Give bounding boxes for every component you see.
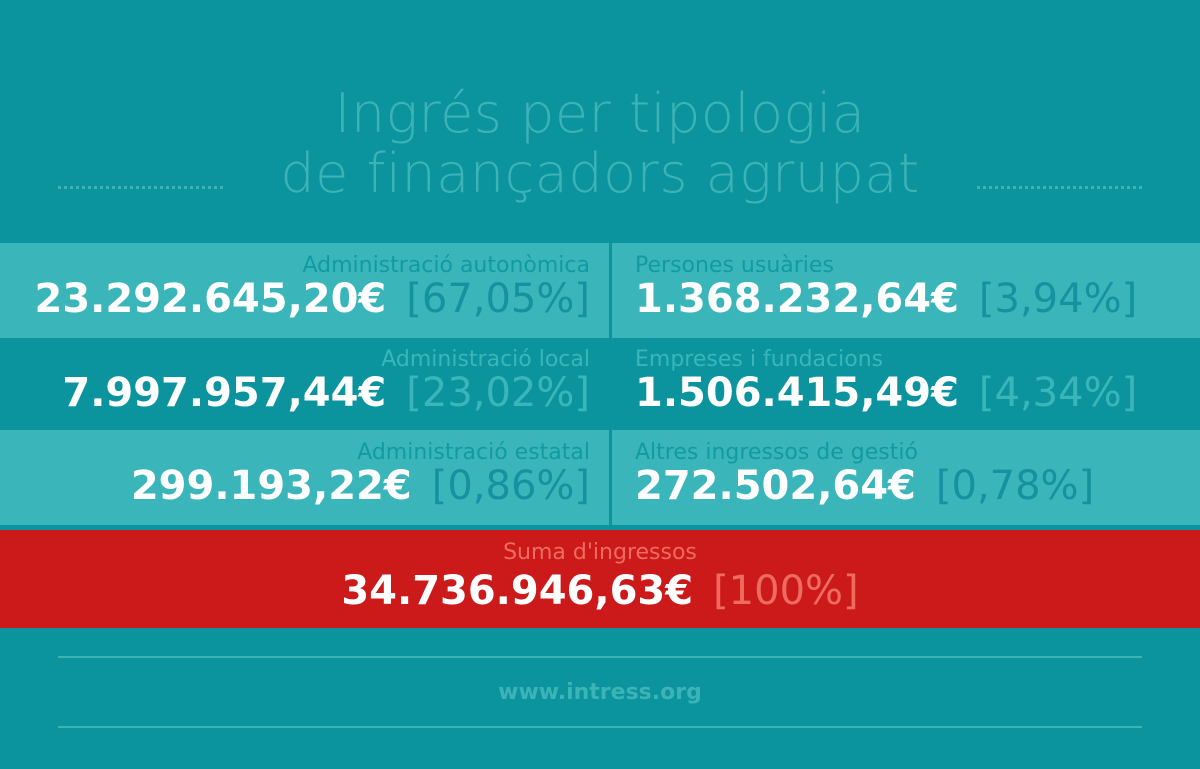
- amount: 272.502,64€: [635, 463, 916, 509]
- row-band: Administració local 7.997.957,44€ [23,02%]…: [0, 345, 1200, 428]
- cell-label: Empreses i fundacions: [635, 347, 884, 372]
- cell-label: Altres ingressos de gestió: [635, 440, 918, 465]
- cell-amount: 299.193,22€ [0,86%]: [30, 463, 590, 509]
- cell-amount: 1.506.415,49€ [4,34%]: [635, 370, 1195, 416]
- rule: [58, 726, 1142, 728]
- percent: [0,86%]: [431, 463, 590, 509]
- cell-amount: 23.292.645,20€ [67,05%]: [30, 276, 590, 322]
- cell-amount: 272.502,64€ [0,78%]: [635, 463, 1195, 509]
- percent: [4,34%]: [978, 370, 1138, 416]
- cell: Administració autonòmica 23.292.645,20€ [6…: [30, 253, 590, 322]
- total-band: Suma d'ingressos 34.736.946,63€ [100%]: [0, 530, 1200, 628]
- amount: 23.292.645,20€: [34, 276, 387, 322]
- cell-label: Administració local: [381, 347, 590, 372]
- cell: Altres ingressos de gestió 272.502,64€ [0,…: [635, 440, 1195, 509]
- cell-amount: 7.997.957,44€ [23,02%]: [30, 370, 590, 416]
- cell-label: Administració autonòmica: [302, 253, 590, 278]
- amount: 1.506.415,49€: [635, 370, 959, 416]
- dotted-rule: [977, 186, 1142, 189]
- percent: [100%]: [713, 568, 859, 614]
- cell: Persones usuàries 1.368.232,64€ [3,94%]: [635, 253, 1195, 322]
- total-label: Suma d'ingressos: [503, 540, 697, 565]
- cell-label: Administració estatal: [357, 440, 590, 465]
- total-amount: 34.736.946,63€ [100%]: [0, 568, 1200, 614]
- amount: 34.736.946,63€: [341, 568, 694, 614]
- cell: Administració estatal 299.193,22€ [0,86%]: [30, 440, 590, 509]
- cell-label: Persones usuàries: [635, 253, 834, 278]
- title: de finançadors agrupat: [280, 142, 920, 205]
- cell: Empreses i fundacions 1.506.415,49€ [4,34%…: [635, 347, 1195, 416]
- percent: [0,78%]: [935, 463, 1095, 509]
- percent: [3,94%]: [978, 276, 1138, 322]
- row-band: Administració autonòmica 23.292.645,20€ [6…: [0, 243, 1200, 338]
- footer-url: www.intress.org: [498, 680, 702, 705]
- amount: 1.368.232,64€: [635, 276, 959, 322]
- column-divider: [609, 243, 612, 338]
- rule: [58, 656, 1142, 658]
- column-divider: [609, 345, 612, 428]
- percent: [67,05%]: [406, 276, 590, 322]
- percent: [23,02%]: [406, 370, 590, 416]
- cell-amount: 1.368.232,64€ [3,94%]: [635, 276, 1195, 322]
- dotted-rule: [58, 186, 223, 189]
- amount: 299.193,22€: [130, 463, 412, 509]
- column-divider: [609, 430, 612, 525]
- row-band: Administració estatal 299.193,22€ [0,86%] A…: [0, 430, 1200, 525]
- cell: Administració local 7.997.957,44€ [23,02%]: [30, 347, 590, 416]
- amount: 7.997.957,44€: [62, 370, 387, 416]
- title: Ingrés per tipologia: [334, 82, 866, 145]
